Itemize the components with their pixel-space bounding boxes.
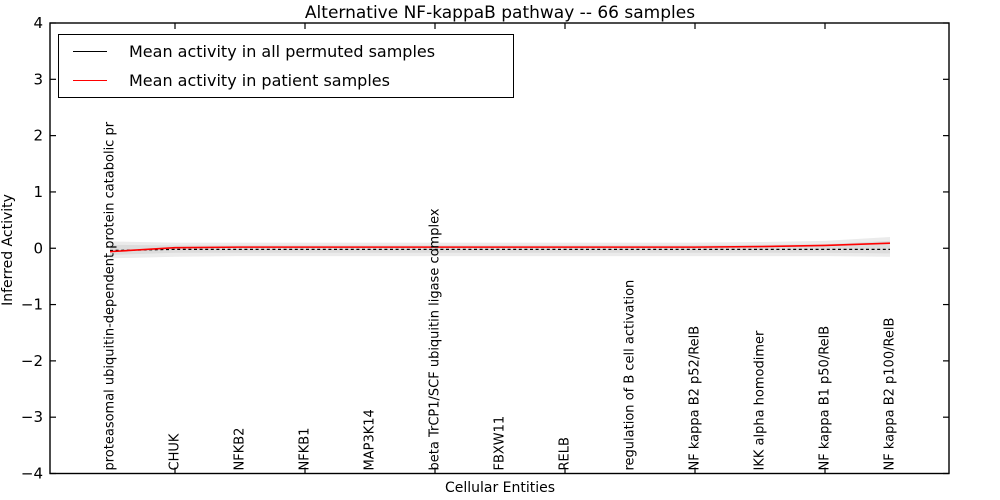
x-category-label: NFKB1 [298, 428, 313, 471]
x-category-label: NFKB2 [233, 428, 248, 471]
x-category-label: regulation of B cell activation [623, 280, 638, 471]
x-category-label: RELB [558, 437, 573, 470]
legend-label-permuted: Mean activity in all permuted samples [129, 41, 436, 61]
x-category-label: NF kappa B2 p100/RelB [883, 318, 898, 471]
y-tick-label: −2 [21, 352, 43, 370]
y-tick-label: 2 [33, 127, 43, 145]
legend: Mean activity in all permuted samples Me… [58, 34, 514, 98]
x-category-label: NF kappa B2 p52/RelB [688, 326, 703, 471]
y-tick-label: −1 [21, 296, 43, 314]
legend-item-permuted: Mean activity in all permuted samples [59, 38, 513, 66]
x-category-label: MAP3K14 [363, 409, 378, 470]
x-category-label: proteasomal ubiquitin-dependent protein … [103, 121, 118, 470]
y-tick-label: 3 [33, 70, 43, 88]
x-category-label: NF kappa B1 p50/RelB [818, 326, 833, 471]
y-tick-label: 4 [33, 14, 43, 32]
permuted-range-inner-band [110, 240, 890, 256]
y-tick-label: 0 [33, 239, 43, 257]
legend-item-patient: Mean activity in patient samples [59, 67, 513, 95]
series-line-0 [109, 248, 890, 252]
y-tick-label: −3 [21, 408, 43, 426]
x-category-label: IKK alpha homodimer [753, 330, 768, 471]
legend-line-permuted-icon [73, 51, 107, 52]
legend-label-patient: Mean activity in patient samples [129, 70, 390, 90]
series-line-1 [109, 242, 891, 253]
x-category-label: beta TrCP1/SCF ubiquitin ligase complex [428, 208, 443, 470]
x-axis-label: Cellular Entities [444, 480, 556, 496]
x-category-label: CHUK [168, 433, 183, 470]
x-category-label: FBXW11 [493, 416, 508, 471]
legend-line-patient-icon [73, 80, 107, 81]
y-tick-label: 1 [33, 183, 43, 201]
y-tick-label: −4 [21, 465, 43, 483]
chart-title: Alternative NF-kappaB pathway -- 66 samp… [304, 3, 696, 23]
